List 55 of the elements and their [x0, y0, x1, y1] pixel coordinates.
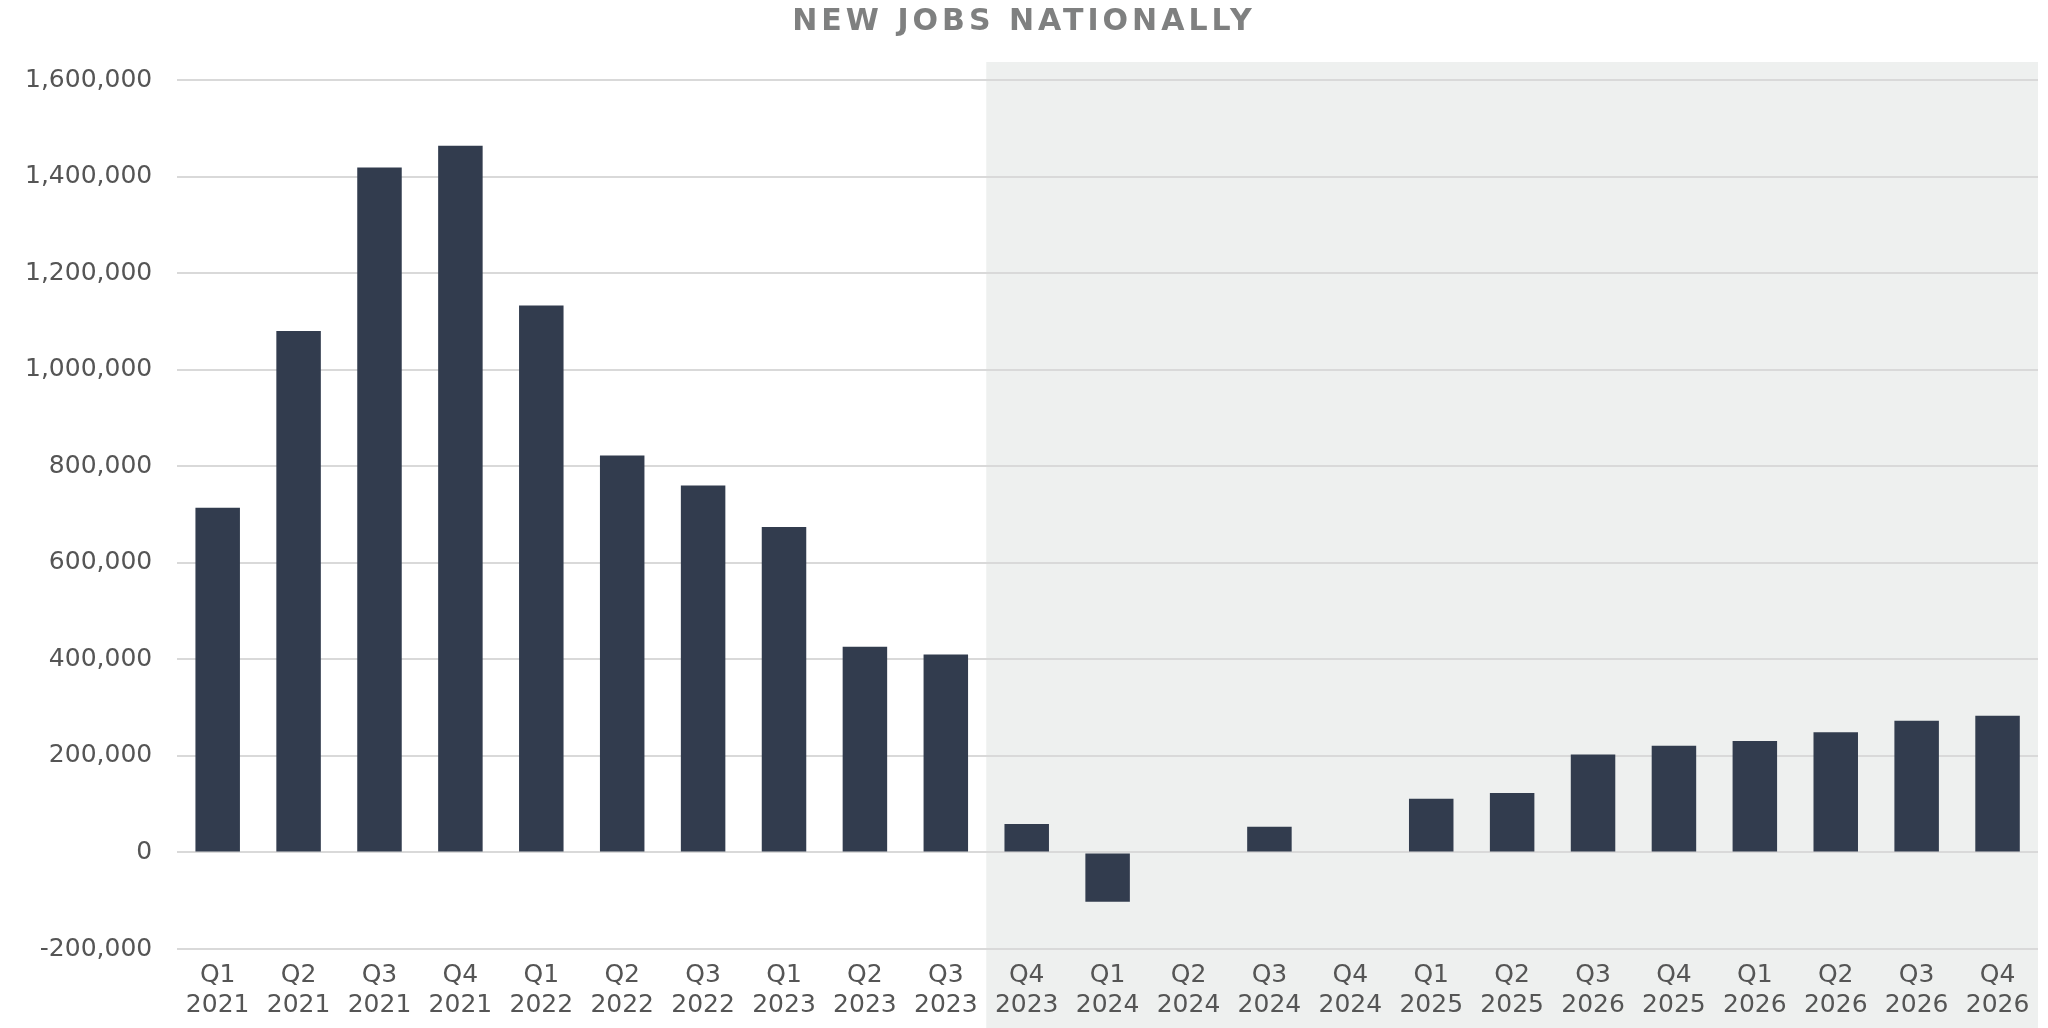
x-tick-label: Q4 2023 — [994, 958, 1059, 1018]
bar — [842, 646, 888, 852]
y-tick-label: 200,000 — [48, 739, 153, 769]
y-tick-label: 800,000 — [48, 449, 153, 479]
y-tick-label: 1,400,000 — [25, 160, 153, 190]
x-tick-label: Q3 2021 — [347, 958, 412, 1018]
bar — [1004, 823, 1049, 852]
x-tick-label: Q3 2026 — [1884, 958, 1949, 1018]
x-tick-label: Q1 2026 — [1723, 958, 1787, 1018]
bar — [1732, 740, 1778, 852]
x-tick-label: Q1 2022 — [509, 958, 574, 1018]
bar — [519, 305, 564, 852]
bar — [1813, 732, 1858, 852]
bar — [1489, 793, 1535, 852]
y-tick-label: 1,000,000 — [25, 353, 153, 383]
x-tick-label: Q1 2021 — [185, 958, 250, 1018]
bar — [1247, 826, 1292, 852]
bar — [438, 145, 483, 852]
bar — [1894, 720, 1939, 852]
x-tick-label: Q4 2021 — [428, 958, 493, 1018]
bar — [923, 654, 969, 852]
bar — [680, 485, 726, 852]
bar — [1570, 754, 1616, 852]
x-tick-label: Q3 2022 — [671, 958, 735, 1018]
bar — [1651, 745, 1697, 852]
bar — [599, 455, 645, 852]
x-tick-label: Q2 2026 — [1803, 958, 1868, 1018]
x-tick-label: Q4 2026 — [1965, 958, 2030, 1018]
x-tick-label: Q3 2023 — [914, 958, 978, 1018]
bar — [195, 507, 240, 852]
x-tick-label: Q4 2025 — [1642, 958, 1706, 1018]
y-tick-label: 400,000 — [48, 642, 153, 672]
x-tick-label: Q3 2024 — [1237, 958, 1302, 1018]
x-tick-label: Q1 2025 — [1399, 958, 1464, 1018]
x-tick-label: Q1 2024 — [1075, 958, 1140, 1018]
bar — [1975, 715, 2020, 852]
x-tick-label: Q2 2024 — [1156, 958, 1221, 1018]
x-tick-label: Q2 2021 — [266, 958, 331, 1018]
bar — [761, 527, 807, 852]
y-tick-label: 600,000 — [48, 546, 153, 576]
bar — [1408, 798, 1454, 852]
y-tick-label: 1,200,000 — [25, 256, 153, 286]
bar — [276, 331, 321, 852]
bar — [357, 167, 402, 852]
y-tick-label: 1,600,000 — [25, 63, 153, 93]
x-tick-label: Q2 2023 — [833, 958, 897, 1018]
x-tick-label: Q4 2024 — [1318, 958, 1383, 1018]
y-tick-label: -200,000 — [39, 932, 153, 962]
x-tick-label: Q2 2025 — [1480, 958, 1544, 1018]
x-tick-label: Q3 2026 — [1561, 958, 1625, 1018]
bar — [1085, 853, 1130, 902]
x-tick-label: Q2 2022 — [590, 958, 655, 1018]
y-tick-label: 0 — [136, 835, 153, 865]
x-tick-label: Q1 2023 — [752, 958, 816, 1018]
chart-title: NEW JOBS NATIONALLY — [791, 1, 1257, 39]
